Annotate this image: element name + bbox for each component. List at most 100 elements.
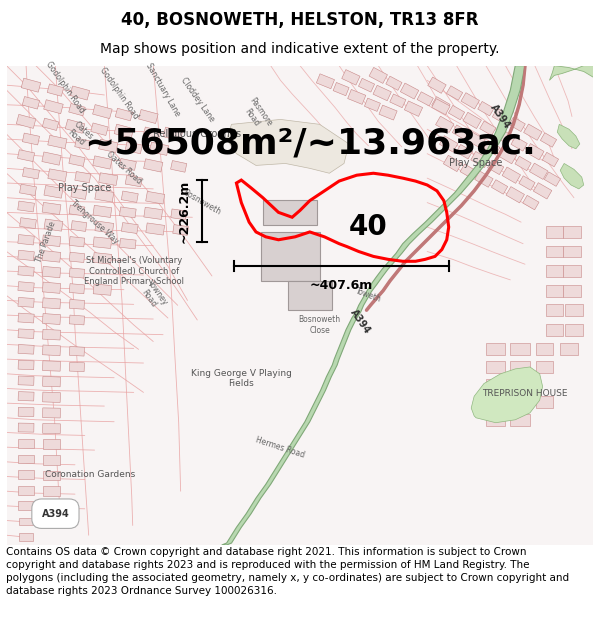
Bar	[369, 68, 388, 83]
Bar	[452, 125, 469, 139]
Bar	[93, 284, 112, 295]
Polygon shape	[471, 367, 542, 423]
Text: 40, BOSNOWETH, HELSTON, TR13 8FR: 40, BOSNOWETH, HELSTON, TR13 8FR	[121, 11, 479, 29]
Text: A394: A394	[41, 509, 69, 519]
Bar	[121, 191, 138, 202]
Bar	[119, 239, 136, 249]
Bar	[71, 188, 87, 199]
Bar	[43, 439, 61, 449]
Bar	[400, 83, 419, 99]
Bar	[560, 344, 578, 355]
Text: Trengrouse Way: Trengrouse Way	[69, 199, 120, 246]
Bar	[93, 237, 112, 249]
Bar	[18, 266, 34, 276]
Text: Bosnoweth
Close: Bosnoweth Close	[299, 315, 341, 334]
Text: Map shows position and indicative extent of the property.: Map shows position and indicative extent…	[100, 42, 500, 56]
Bar	[493, 108, 511, 124]
Bar	[69, 253, 85, 262]
Bar	[20, 184, 37, 196]
Bar	[486, 361, 505, 373]
Bar	[390, 94, 406, 108]
Bar	[511, 379, 530, 391]
Bar	[545, 285, 563, 296]
Bar	[316, 74, 335, 89]
Bar	[524, 124, 542, 140]
Bar	[43, 502, 61, 512]
Bar	[563, 265, 581, 277]
Bar	[121, 222, 138, 234]
Bar	[467, 132, 485, 148]
Text: Play Space: Play Space	[449, 159, 503, 169]
Text: Religious Grounds: Religious Grounds	[153, 129, 241, 139]
Bar	[170, 161, 187, 172]
Bar	[18, 408, 34, 416]
Bar	[18, 298, 34, 308]
Bar	[18, 486, 34, 494]
Bar	[526, 144, 544, 160]
Bar	[536, 344, 553, 355]
Bar	[43, 298, 61, 309]
Bar	[545, 265, 563, 277]
Bar	[70, 315, 85, 325]
Bar	[139, 109, 158, 124]
Bar	[563, 285, 581, 296]
Bar	[44, 100, 63, 114]
Bar	[119, 207, 136, 218]
Bar	[19, 518, 33, 526]
Bar	[43, 118, 59, 131]
Bar	[18, 376, 34, 386]
Bar	[545, 226, 563, 238]
Bar	[43, 408, 61, 418]
Bar	[19, 533, 33, 541]
Polygon shape	[550, 66, 593, 80]
Text: Contains OS data © Crown copyright and database right 2021. This information is : Contains OS data © Crown copyright and d…	[6, 547, 569, 596]
Bar	[98, 139, 118, 152]
Bar	[446, 86, 463, 100]
Text: Towney
Road: Towney Road	[137, 278, 169, 312]
Bar	[511, 414, 530, 426]
Bar	[43, 266, 61, 278]
Bar	[533, 182, 552, 199]
Bar	[545, 324, 563, 336]
Bar	[69, 205, 85, 216]
Bar	[42, 251, 61, 262]
Bar	[506, 187, 524, 203]
Bar	[70, 346, 85, 356]
Bar	[18, 313, 34, 323]
Bar	[93, 253, 112, 264]
Bar	[48, 169, 67, 181]
Bar	[42, 202, 61, 214]
Bar	[18, 250, 34, 261]
Bar	[373, 85, 391, 101]
Bar	[43, 455, 61, 465]
Bar	[75, 138, 91, 150]
Text: Godolphin Road: Godolphin Road	[98, 66, 140, 121]
Bar	[43, 282, 61, 293]
Bar	[93, 156, 112, 169]
Bar	[536, 361, 553, 373]
Bar	[263, 200, 317, 224]
Bar	[114, 124, 134, 138]
Bar	[16, 114, 36, 128]
Bar	[115, 108, 133, 121]
Bar	[545, 304, 563, 316]
Text: Sanctuary Lane: Sanctuary Lane	[144, 62, 182, 118]
Bar	[18, 501, 34, 510]
Bar	[436, 116, 454, 132]
Bar	[18, 423, 34, 432]
Bar	[70, 362, 85, 372]
Bar	[18, 329, 34, 339]
Bar	[69, 284, 85, 294]
Bar	[541, 132, 557, 148]
Bar	[143, 159, 163, 172]
Bar	[511, 344, 530, 355]
Text: Godolphin Road: Godolphin Road	[44, 59, 86, 114]
Bar	[18, 361, 34, 369]
Text: ~226.2m: ~226.2m	[178, 179, 191, 243]
Bar	[18, 439, 34, 448]
Bar	[18, 470, 34, 479]
Bar	[43, 345, 61, 356]
Polygon shape	[560, 164, 584, 189]
Bar	[149, 142, 169, 156]
Text: Toweth: Toweth	[355, 287, 383, 304]
